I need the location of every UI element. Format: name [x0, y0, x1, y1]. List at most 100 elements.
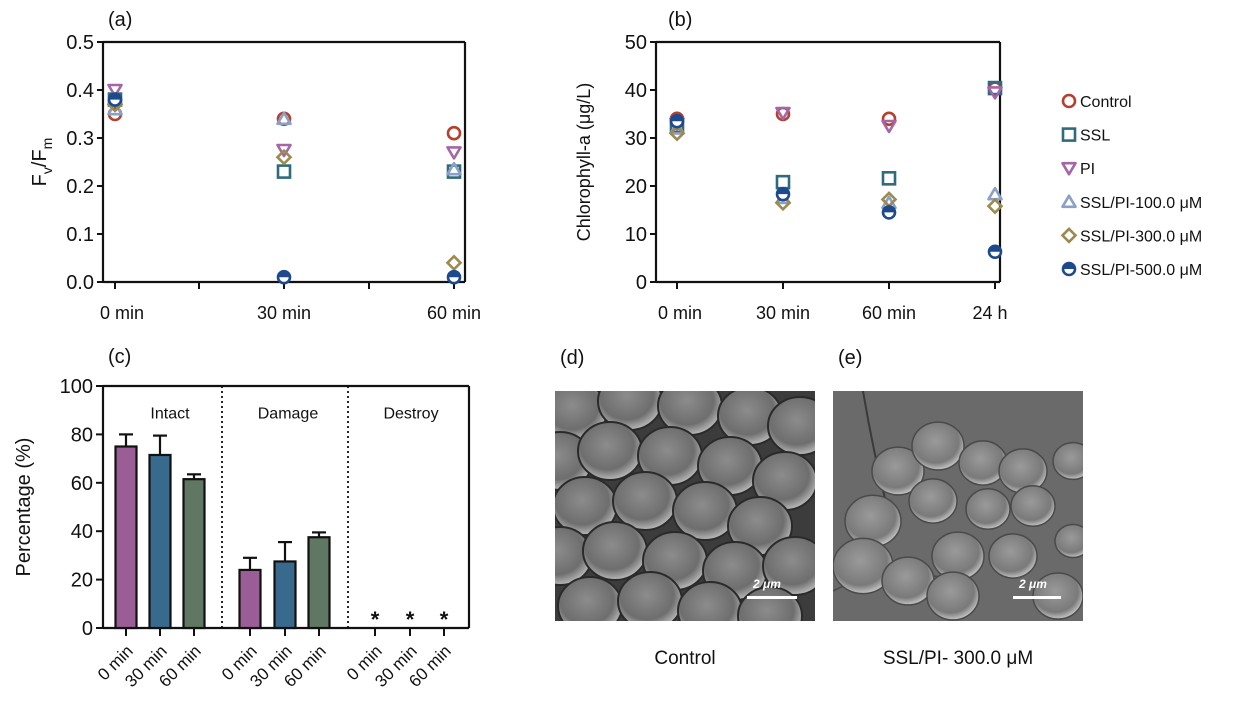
- legend-item: Control: [1061, 93, 1132, 111]
- data-point: [107, 83, 123, 98]
- y-tick-label: 100: [60, 376, 93, 398]
- x-tick-label: 30 min: [756, 303, 810, 323]
- data-point: [446, 269, 462, 285]
- caption-d: Control: [654, 648, 716, 669]
- asterisk-annotation: *: [406, 607, 415, 632]
- x-tick-label: 60 min: [427, 303, 481, 323]
- scale-bar-label-e: 2 μm: [1019, 577, 1047, 591]
- data-point: [276, 111, 292, 126]
- chart-a: (a) Fv/Fm 0.0 0.1 0.2 0.3 0.4 0.5 0 min 30 min 6…: [29, 9, 481, 323]
- y-tick-label: 0.0: [66, 272, 94, 294]
- y-axis-label-b: Chlorophyll-a (μg/L): [574, 83, 594, 241]
- data-point: [276, 269, 292, 285]
- legend-label: SSL/PI-100.0 μM: [1080, 195, 1202, 212]
- sem-micrograph-control: [555, 391, 815, 621]
- asterisk-annotation: *: [371, 607, 380, 632]
- legend: Control SSL PI SSL/PI-100.0 μM SSL/PI-300.0 …: [1060, 93, 1202, 279]
- cell-shape: [617, 571, 683, 621]
- y-axis-label-c: Percentage (%): [13, 438, 35, 577]
- scale-bar-label-d: 2 μm: [753, 577, 781, 591]
- cell-shape: [612, 471, 678, 531]
- cell-shape: [881, 556, 935, 606]
- legend-marker-icon: [1060, 227, 1078, 244]
- cell-shape: [965, 488, 1011, 530]
- cell-shape: [988, 533, 1038, 579]
- cell-shape: [908, 478, 958, 524]
- y-tick-label: 0.3: [66, 128, 94, 150]
- data-point: [275, 148, 293, 166]
- bar: [273, 560, 297, 630]
- group-label: Destroy: [383, 406, 438, 423]
- legend-marker-icon: [1061, 194, 1077, 209]
- cell-shape: [737, 586, 803, 621]
- data-point: [775, 174, 791, 190]
- y-tick-label: 0.1: [66, 224, 94, 246]
- panel-label-e: (e): [838, 347, 863, 369]
- cell-shape: [1052, 441, 1083, 481]
- data-point: [881, 111, 897, 127]
- cell-shape: [911, 421, 965, 471]
- legend-label: SSL: [1080, 128, 1110, 145]
- legend-marker-icon: [1061, 93, 1077, 109]
- cell-shape: [762, 536, 815, 596]
- cell-shape: [1054, 523, 1083, 559]
- legend-label: Control: [1080, 94, 1132, 111]
- bar: [238, 568, 262, 630]
- y-tick-label: 30: [625, 128, 647, 150]
- legend-marker-icon: [1061, 161, 1077, 176]
- legend-item: SSL: [1061, 127, 1110, 145]
- data-point: [774, 194, 792, 212]
- x-tick-label: 0 min: [658, 303, 702, 323]
- data-point: [775, 106, 791, 121]
- bar: [114, 445, 138, 630]
- sem-image-control: 2 μm: [555, 391, 815, 621]
- panel-label-d: (d): [560, 347, 585, 369]
- chart-b: (b) Chlorophyll-a (μg/L) 0 10 20 30 40 50 0 mi…: [574, 9, 1202, 323]
- data-point: [446, 125, 462, 141]
- panel-label-b: (b): [668, 9, 692, 31]
- y-tick-label: 0.5: [66, 32, 94, 54]
- data-point: [881, 171, 897, 186]
- data-point: [775, 186, 791, 202]
- legend-marker-icon: [1061, 261, 1077, 277]
- group-label: Intact: [150, 406, 190, 423]
- data-point: [669, 113, 685, 129]
- cell-shape: [871, 446, 925, 496]
- cell-shape: [672, 481, 738, 541]
- data-point: [446, 161, 462, 176]
- y-tick-label: 0.4: [66, 80, 94, 102]
- sem-image-treated: 2 μm: [833, 391, 1083, 621]
- scale-bar-d: [747, 596, 797, 599]
- group-label: Damage: [258, 406, 319, 423]
- legend-item: SSL/PI-300.0 μM: [1060, 227, 1202, 245]
- data-point: [446, 146, 462, 160]
- bar: [148, 453, 172, 630]
- data-point: [669, 121, 685, 135]
- panel-label-a: (a): [108, 9, 132, 31]
- legend-item: SSL/PI-100.0 μM: [1061, 194, 1202, 212]
- x-tick-label: 0 min: [100, 303, 144, 323]
- y-tick-label: 60: [71, 473, 93, 495]
- data-point: [986, 197, 1004, 215]
- cell-shape: [582, 521, 648, 581]
- cell-shape: [926, 571, 980, 621]
- y-tick-label: 50: [625, 32, 647, 54]
- y-tick-label: 0: [82, 618, 93, 640]
- legend-label: SSL/PI-300.0 μM: [1080, 228, 1202, 245]
- sem-micrograph-treated: [833, 391, 1083, 621]
- data-point: [107, 92, 123, 107]
- asterisk-annotation: *: [440, 607, 449, 632]
- data-point: [987, 86, 1003, 100]
- x-tick-label: 24 h: [972, 303, 1007, 323]
- data-point: [276, 164, 292, 179]
- y-tick-label: 40: [71, 521, 93, 543]
- x-tick-label: 60 min: [862, 303, 916, 323]
- caption-e: SSL/PI- 300.0 μM: [882, 648, 1034, 669]
- cell-shape: [1010, 485, 1056, 527]
- data-point: [668, 124, 686, 142]
- data-point: [881, 119, 897, 134]
- y-tick-label: 20: [625, 176, 647, 198]
- y-tick-label: 10: [625, 224, 647, 246]
- bar: [307, 536, 331, 630]
